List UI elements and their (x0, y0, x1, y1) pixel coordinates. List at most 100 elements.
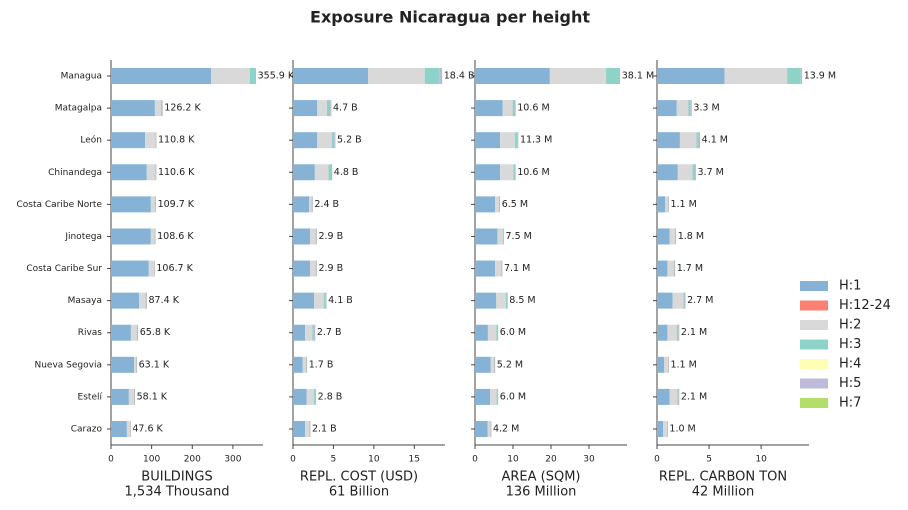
bar-segment (111, 292, 140, 309)
bar-segment (657, 388, 670, 405)
bar-segment (293, 324, 306, 341)
bar-segment (111, 421, 127, 437)
legend-swatch (800, 339, 828, 350)
bar-segment (475, 292, 497, 309)
bar-segment (139, 292, 146, 309)
bar-segment (160, 100, 162, 117)
total-label: 110.8 K (158, 135, 195, 146)
bar-segment (314, 292, 324, 309)
x-axis-label: BUILDINGS (141, 470, 212, 485)
bar-segment (657, 196, 666, 213)
bar-segment (439, 68, 442, 84)
bar-segment (150, 228, 155, 245)
bar-segment (293, 132, 318, 149)
legend-swatch (800, 359, 828, 369)
bar-segment (134, 356, 137, 373)
bar-segment (317, 100, 327, 117)
total-label: 2.7 M (687, 295, 713, 306)
total-label: 8.5 M (509, 295, 535, 306)
bar-segment (475, 228, 498, 245)
y-tick-label: León (80, 135, 102, 146)
total-label: 7.5 M (506, 231, 532, 242)
total-label: 47.6 K (132, 424, 163, 435)
bar-segment (145, 132, 156, 149)
bar-segment (673, 260, 675, 277)
total-label: 6.0 M (500, 327, 526, 338)
bar-segment (211, 68, 250, 84)
x-tick-label: 100 (143, 455, 160, 465)
bar-segment (512, 100, 515, 117)
x-tick-label: 0 (108, 455, 114, 465)
total-label: 108.6 K (157, 231, 194, 242)
bar-segment (672, 292, 684, 309)
bar-segment (368, 68, 425, 84)
legend-label: H:7 (839, 396, 861, 411)
total-label: 2.4 B (314, 199, 339, 210)
bar-segment (293, 356, 303, 373)
bar-segment (330, 100, 331, 117)
bar-segment (496, 388, 498, 405)
x-tick-label: 15 (409, 455, 420, 465)
bar-segment (334, 132, 336, 149)
bar-segment (146, 164, 156, 181)
bar-segment (513, 164, 515, 181)
bar-segment (293, 292, 315, 309)
chart-title: Exposure Nicaragua per height (310, 8, 590, 27)
bar-segment (496, 292, 506, 309)
bar-segment (331, 164, 332, 181)
x-tick-label: 0 (472, 455, 478, 465)
bar-segment (130, 324, 138, 341)
x-axis-label: REPL. COST (USD) (300, 470, 418, 485)
bar-segment (688, 100, 691, 117)
bar-segment (293, 164, 315, 181)
total-label: 2.7 B (317, 327, 342, 338)
bar-segment (309, 196, 312, 213)
x-tick-label: 20 (545, 455, 557, 465)
x-axis-label: AREA (SQM) (501, 470, 580, 485)
total-label: 38.1 M (622, 71, 654, 82)
bar-segment (475, 100, 503, 117)
total-label: 18.4 B (444, 71, 475, 82)
bar-segment (514, 132, 518, 149)
total-label: 126.2 K (164, 103, 201, 114)
bar-segment (679, 132, 697, 149)
y-tick-label: Rivas (78, 328, 103, 338)
total-label: 109.7 K (158, 199, 195, 210)
total-label: 4.2 M (493, 424, 519, 435)
bar-segment (606, 68, 620, 84)
bar-segment (496, 324, 498, 341)
y-tick-label: Costa Caribe Norte (17, 200, 103, 210)
bar-segment (293, 196, 310, 213)
bar-segment (128, 388, 134, 405)
total-label: 13.9 M (804, 71, 836, 82)
bar-segment (475, 132, 501, 149)
bar-segment (664, 356, 668, 373)
bar-segment (331, 132, 335, 149)
bar-segment (475, 356, 491, 373)
bar-segment (305, 421, 310, 437)
bar-segment (126, 421, 130, 437)
bar-segment (111, 100, 155, 117)
bar-segment (677, 388, 679, 405)
total-label: 4.1 B (328, 295, 353, 306)
bar-segment (293, 388, 307, 405)
bar-segment (475, 260, 496, 277)
total-label: 87.4 K (149, 295, 180, 306)
x-axis-total: 136 Million (506, 485, 577, 500)
total-label: 1.1 M (670, 359, 696, 370)
y-tick-label: Matagalpa (55, 104, 102, 114)
bar-segment (676, 100, 689, 117)
x-tick-label: 0 (654, 455, 660, 465)
bar-segment (663, 421, 667, 437)
bar-segment (500, 132, 515, 149)
bar-segment (154, 100, 161, 117)
x-axis-total: 42 Million (692, 485, 755, 500)
bar-segment (475, 68, 550, 84)
total-label: 3.7 M (698, 167, 724, 178)
bar-segment (657, 68, 725, 84)
bar-segment (475, 196, 496, 213)
legend-swatch (800, 398, 828, 408)
bar-segment (111, 164, 147, 181)
bar-segment (487, 324, 497, 341)
x-tick-label: 200 (184, 455, 201, 465)
